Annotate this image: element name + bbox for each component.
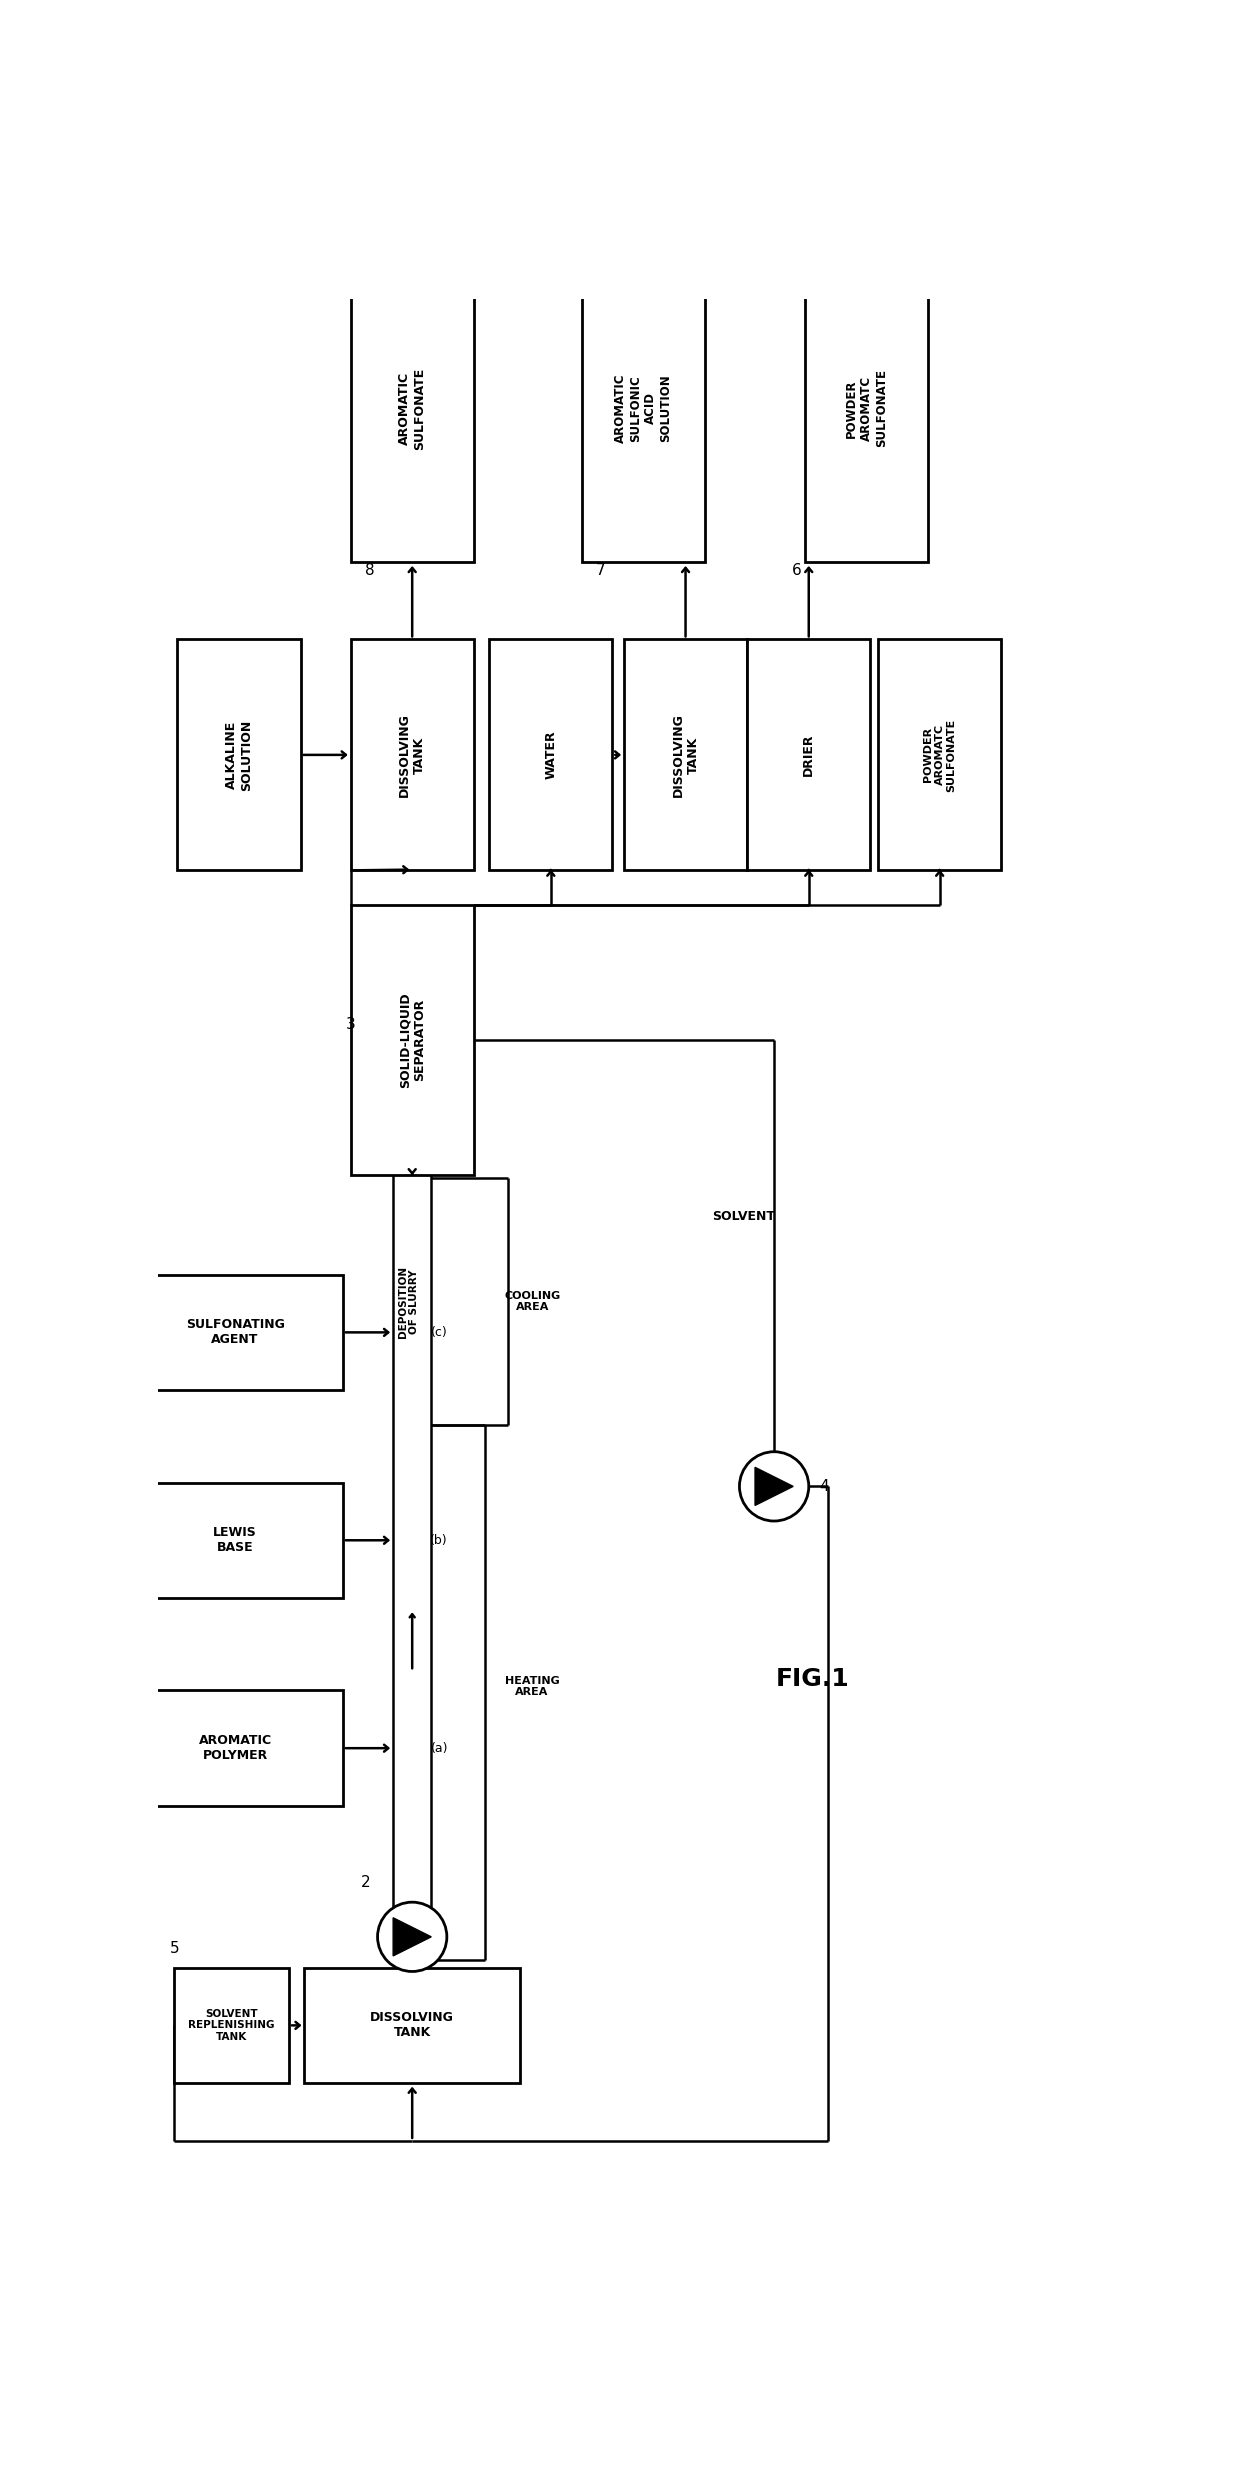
Text: HEATING
AREA: HEATING AREA (505, 1675, 559, 1697)
Text: (a): (a) (430, 1742, 448, 1754)
Text: AROMATIC
SULFONATE: AROMATIC SULFONATE (398, 366, 427, 449)
Bar (805, 254, 928, 563)
Text: LEWIS
BASE: LEWIS BASE (213, 1525, 257, 1555)
Text: DISSOLVING
TANK: DISSOLVING TANK (371, 2011, 454, 2038)
Text: SOLID-LIQUID
SEPARATOR: SOLID-LIQUID SEPARATOR (398, 992, 427, 1087)
Text: AROMATIC
POLYMER: AROMATIC POLYMER (198, 1734, 272, 1762)
Text: POWDER
AROMATC
SULFONATE: POWDER AROMATC SULFONATE (844, 369, 888, 449)
Bar (177, 640, 300, 870)
Text: SOLVENT: SOLVENT (713, 1211, 775, 1224)
Bar (490, 640, 613, 870)
Circle shape (739, 1453, 808, 1520)
Polygon shape (755, 1468, 794, 1505)
Text: 7: 7 (596, 563, 605, 578)
Text: AROMATIC
SULFONIC
ACID
SOLUTION: AROMATIC SULFONIC ACID SOLUTION (614, 374, 672, 444)
Text: SULFONATING
AGENT: SULFONATING AGENT (186, 1318, 284, 1346)
Text: 6: 6 (792, 563, 802, 578)
Bar (351, 254, 474, 563)
Text: DRIER: DRIER (802, 733, 815, 775)
Bar (304, 1969, 520, 2083)
Text: POWDER
AROMATC
SULFONATE: POWDER AROMATC SULFONATE (923, 718, 956, 792)
Bar (128, 1483, 343, 1597)
Bar (582, 254, 704, 563)
Text: (b): (b) (430, 1533, 448, 1548)
Polygon shape (393, 1919, 432, 1956)
Bar (351, 640, 474, 870)
Text: (c): (c) (430, 1326, 448, 1338)
Bar (351, 905, 474, 1174)
Text: COOLING
AREA: COOLING AREA (505, 1291, 560, 1313)
Bar (174, 1969, 289, 2083)
Circle shape (377, 1901, 446, 1971)
Text: DISSOLVING
TANK: DISSOLVING TANK (398, 713, 427, 797)
Bar (878, 640, 1001, 870)
Bar (128, 1690, 343, 1807)
Bar (624, 640, 748, 870)
Text: 5: 5 (170, 1941, 180, 1956)
Bar (748, 640, 870, 870)
Text: FIG.1: FIG.1 (776, 1667, 849, 1692)
Text: 4: 4 (820, 1478, 830, 1493)
Text: 3: 3 (346, 1017, 356, 1032)
Text: DISSOLVING
TANK: DISSOLVING TANK (672, 713, 699, 797)
Text: 2: 2 (361, 1876, 371, 1891)
Text: WATER: WATER (544, 730, 557, 780)
Text: DEPOSITION
OF SLURRY: DEPOSITION OF SLURRY (398, 1266, 419, 1338)
Bar (128, 1273, 343, 1391)
Text: 8: 8 (365, 563, 374, 578)
Text: ALKALINE
SOLUTION: ALKALINE SOLUTION (224, 720, 253, 790)
Text: SOLVENT
REPLENISHING
TANK: SOLVENT REPLENISHING TANK (188, 2009, 274, 2041)
